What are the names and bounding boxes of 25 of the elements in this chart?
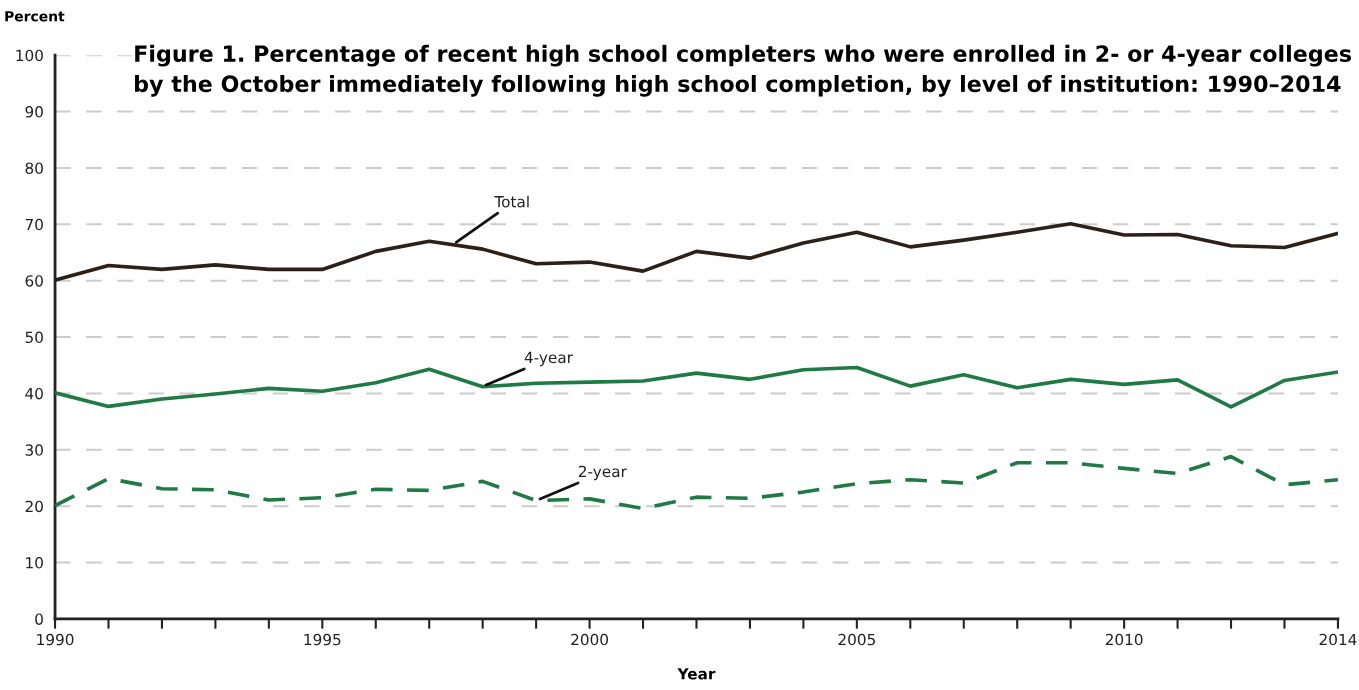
y-axis-title: Percent	[5, 11, 65, 22]
x-tick-label: 2010	[1105, 633, 1143, 646]
y-tick-label: 10	[26, 557, 43, 569]
x-tick-label: 1995	[304, 633, 341, 646]
y-tick-label: 60	[25, 275, 43, 287]
y-tick-label: 90	[25, 106, 43, 118]
y-tick-label: 70	[25, 218, 43, 231]
y-tick-label: 80	[25, 162, 43, 174]
text: Total	[494, 195, 529, 208]
y-tick-label: 50	[25, 331, 43, 344]
y-tick-label: 40	[25, 387, 43, 400]
y-tick-label: 100	[16, 49, 43, 62]
series-label: 2-year	[578, 465, 627, 481]
x-tick-label: 2014	[1319, 633, 1357, 646]
y-tick-label: 0	[35, 613, 43, 625]
line-series	[55, 454, 1338, 511]
y-tick-label: 20	[25, 500, 43, 513]
x-axis-title: Year	[677, 668, 716, 680]
x-tick-label: 2000	[571, 633, 609, 646]
chart-title: Figure 1. Percentage of recent high school completers who were enrolled in 2- or 4-year colleges by the October immediately following high school completion, by level of institution: 1990–2014	[135, 44, 1351, 97]
x-tick-label: 2005	[838, 633, 875, 646]
y-tick-label: 30	[25, 444, 43, 456]
x-tick-label: 1990	[37, 633, 74, 646]
series-label: 4-year	[524, 351, 573, 367]
line-series	[55, 365, 1338, 409]
